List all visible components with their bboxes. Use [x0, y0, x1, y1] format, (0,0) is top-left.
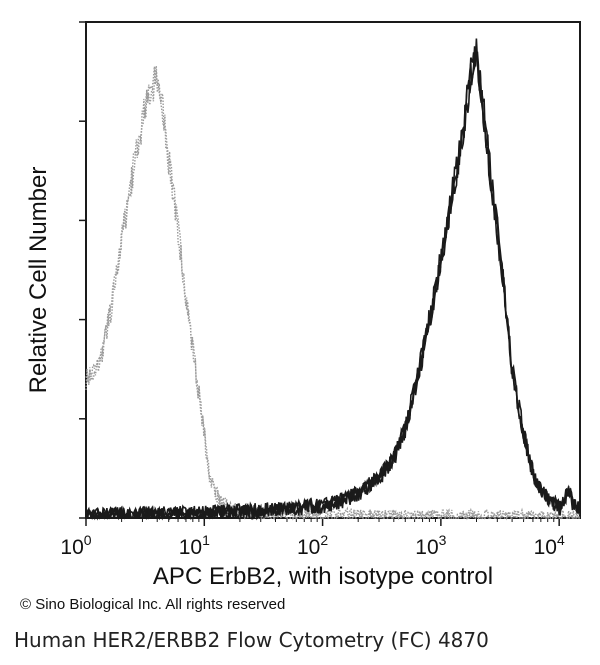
- x-tick-label: 103: [415, 532, 446, 559]
- plot-frame: [85, 21, 581, 519]
- series-line: [85, 66, 580, 521]
- x-tick-label: 100: [60, 532, 91, 559]
- series-line: [85, 38, 581, 521]
- copyright-notice: © Sino Biological Inc. All rights reserv…: [20, 596, 286, 613]
- series-line: [85, 46, 581, 521]
- y-axis-title: Relative Cell Number: [25, 167, 52, 394]
- x-tick-label: 104: [534, 532, 565, 559]
- erbb2-series: [85, 38, 581, 521]
- x-tick-label: 102: [297, 532, 328, 559]
- x-axis-ticks: 100 101 102 103 104: [60, 518, 565, 559]
- series-line: [85, 65, 580, 521]
- x-axis-title: APC ErbB2, with isotype control: [153, 563, 493, 590]
- isotype-control-series: [85, 65, 580, 521]
- figure-caption: Human HER2/ERBB2 Flow Cytometry (FC) 487…: [14, 628, 489, 652]
- y-axis-ticks: [79, 21, 86, 519]
- series-line: [85, 49, 581, 521]
- series-layer: [85, 38, 581, 521]
- x-tick-label: 101: [179, 532, 210, 559]
